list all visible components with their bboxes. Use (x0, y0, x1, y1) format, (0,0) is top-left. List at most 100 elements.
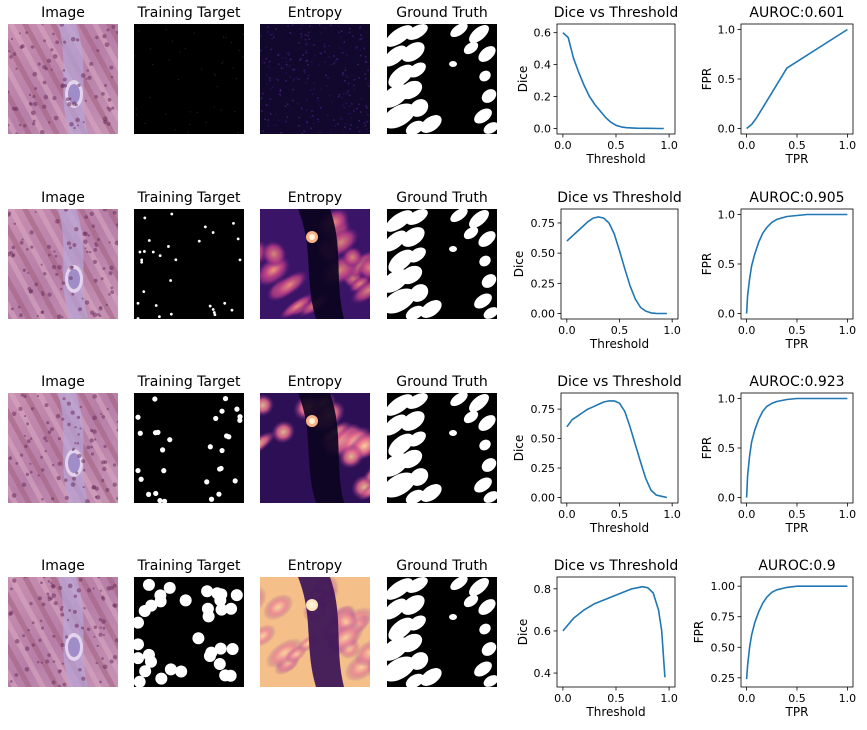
y-tick-label: 0.75 (531, 403, 556, 416)
x-tick-label: 1.0 (663, 508, 681, 521)
ground-truth-title: Ground Truth (396, 5, 487, 21)
y-axis-label: Dice (516, 619, 530, 646)
y-tick-label: 1.0 (718, 393, 736, 406)
y-axis-label: Dice (512, 251, 526, 278)
y-tick-label: 0.50 (531, 433, 556, 446)
axes-frame (740, 23, 854, 135)
y-tick-label: 0.5 (718, 258, 736, 271)
x-tick-label: 0.5 (607, 139, 625, 152)
image-title: Image (41, 5, 85, 21)
ground-truth-mask (387, 24, 497, 134)
entropy-map (260, 209, 370, 319)
x-tick-label: 0.5 (788, 692, 806, 705)
ground-truth-title: Ground Truth (396, 558, 487, 574)
y-axis-label: FPR (692, 621, 706, 643)
x-tick-label: 1.0 (839, 324, 857, 337)
training-target-mask (134, 209, 244, 319)
histology-image (8, 577, 118, 687)
y-axis-label: FPR (700, 437, 714, 459)
roc-chart: AUROC:0.923 0.0 0.5 1.0 0.0 0.5 1.0 TPR FPR (700, 374, 856, 535)
x-tick-label: 0.5 (788, 324, 806, 337)
image-title: Image (41, 558, 85, 574)
chart-title: Dice vs Threshold (554, 558, 678, 574)
x-axis-label: TPR (785, 521, 809, 535)
entropy-map (260, 393, 370, 503)
image-title: Image (41, 190, 85, 206)
x-axis-label: Threshold (585, 705, 645, 719)
ground-truth-title: Ground Truth (396, 190, 487, 206)
chart-title: Dice vs Threshold (557, 190, 681, 206)
y-tick-label: 0.75 (711, 611, 736, 624)
y-tick-label: 1.00 (711, 580, 736, 593)
x-tick-label: 0.0 (558, 508, 576, 521)
y-tick-label: 0.6 (534, 27, 552, 40)
y-tick-label: 0.5 (718, 442, 736, 455)
x-tick-label: 0.0 (554, 692, 572, 705)
ground-truth-mask (387, 209, 497, 319)
dice-threshold-chart: Dice vs Threshold 0.0 0.5 1.0 0.0 0.2 0.4 0.6 Th… (516, 5, 678, 166)
series-line (745, 585, 848, 680)
x-tick-label: 0.0 (738, 508, 756, 521)
y-tick-label: 0.0 (718, 308, 736, 321)
ground-truth-mask (387, 393, 497, 503)
training-target-title: Training Target (136, 5, 241, 21)
entropy-title: Entropy (288, 5, 342, 21)
y-tick-label: 0.6 (534, 625, 552, 638)
y-tick-label: 1.0 (718, 24, 736, 37)
ground-truth-title: Ground Truth (396, 374, 487, 390)
y-tick-label: 0.8 (534, 583, 552, 596)
y-tick-label: 0.25 (531, 277, 556, 290)
histology-image (8, 209, 118, 319)
entropy-map (260, 577, 370, 687)
x-tick-label: 0.5 (788, 508, 806, 521)
charts: Dice vs Threshold 0.0 0.5 1.0 0.0 0.2 0.4 0.6 Th… (512, 5, 856, 719)
y-tick-label: 0.2 (534, 91, 552, 104)
training-target-title: Training Target (136, 374, 241, 390)
x-tick-label: 1.0 (660, 139, 678, 152)
series-line (745, 397, 848, 498)
roc-chart: AUROC:0.905 0.0 0.5 1.0 0.0 0.5 1.0 TPR FPR (700, 190, 856, 351)
chart-title: AUROC:0.905 (749, 190, 844, 206)
y-tick-label: 1.0 (718, 209, 736, 222)
series-line (562, 32, 664, 130)
x-tick-label: 1.0 (839, 692, 857, 705)
x-axis-label: Threshold (589, 521, 649, 535)
series-line (566, 216, 667, 315)
y-tick-label: 0.0 (718, 492, 736, 505)
dice-threshold-chart: Dice vs Threshold 0.0 0.5 1.0 0.00 0.25 0.50 0.… (512, 374, 682, 535)
dice-threshold-chart: Dice vs Threshold 0.0 0.5 1.0 0.00 0.25 0.50 0.… (512, 190, 682, 351)
roc-chart: AUROC:0.601 0.0 0.5 1.0 0.0 0.5 1.0 TPR FPR (700, 5, 856, 166)
y-axis-label: FPR (700, 68, 714, 90)
chart-title: AUROC:0.9 (758, 558, 835, 574)
x-axis-label: Threshold (589, 337, 649, 351)
axes-frame (560, 392, 679, 504)
y-axis-label: FPR (700, 253, 714, 275)
dice-threshold-chart: Dice vs Threshold 0.0 0.5 1.0 0.4 0.6 0.8 Thres… (516, 558, 678, 719)
y-tick-label: 0.00 (531, 308, 556, 321)
y-axis-label: Dice (512, 435, 526, 462)
histology-image (8, 24, 118, 134)
y-tick-label: 0.00 (531, 492, 556, 505)
y-tick-label: 0.0 (718, 123, 736, 136)
entropy-title: Entropy (288, 190, 342, 206)
histology-image (8, 393, 118, 503)
chart-title: AUROC:0.601 (749, 5, 844, 21)
series-line (746, 28, 848, 130)
series-line (566, 400, 668, 499)
x-tick-label: 1.0 (839, 508, 857, 521)
y-axis-label: Dice (516, 66, 530, 93)
x-tick-label: 0.0 (738, 139, 756, 152)
x-tick-label: 0.0 (738, 324, 756, 337)
x-tick-label: 0.5 (611, 508, 629, 521)
axes-frame (740, 576, 854, 688)
entropy-title: Entropy (288, 558, 342, 574)
series-line (562, 585, 666, 678)
roc-chart: AUROC:0.9 0.0 0.5 1.0 0.25 0.50 0.75 1.00 TPR FPR (692, 558, 856, 719)
x-tick-label: 0.5 (607, 692, 625, 705)
training-target-mask (134, 577, 244, 687)
x-tick-label: 0.0 (554, 139, 572, 152)
x-axis-label: TPR (785, 152, 809, 166)
x-tick-label: 0.5 (611, 324, 629, 337)
x-axis-label: TPR (785, 705, 809, 719)
